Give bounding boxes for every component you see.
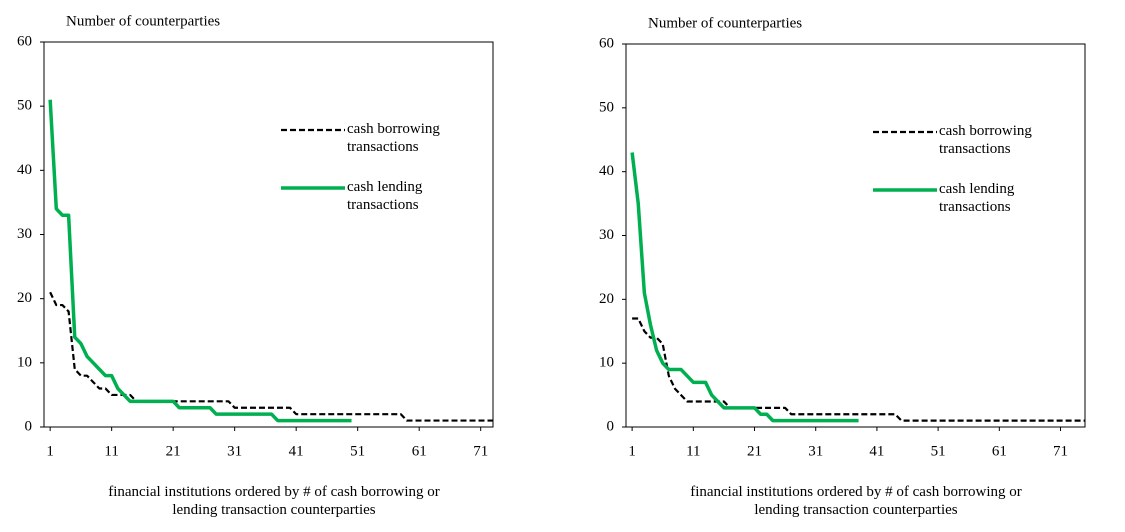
x-tick-label: 21 bbox=[747, 443, 762, 459]
legend-label: cash lending transactions bbox=[939, 181, 1015, 215]
series-line bbox=[630, 152, 859, 423]
y-tick-label: 0 bbox=[607, 418, 615, 434]
x-axis-label: financial institutions ordered by # of c… bbox=[690, 484, 1022, 518]
legend-label-box: cash borrowing transactions bbox=[347, 121, 440, 155]
y-tick-label: 30 bbox=[17, 226, 32, 242]
legend-label: cash borrowing transactions bbox=[347, 121, 440, 155]
x-axis-label-box: financial institutions ordered by # of c… bbox=[108, 484, 440, 518]
y-tick-label: 10 bbox=[17, 354, 32, 370]
chart-title: Number of counterparties bbox=[648, 15, 802, 31]
legend-label: cash lending transactions bbox=[347, 179, 423, 213]
y-tick-label: 20 bbox=[17, 290, 32, 306]
series-line bbox=[632, 317, 1085, 422]
x-tick-label: 51 bbox=[350, 443, 365, 459]
x-tick-label: 41 bbox=[289, 443, 304, 459]
x-tick-label: 71 bbox=[473, 443, 488, 459]
x-tick-label: 21 bbox=[166, 443, 181, 459]
y-tick-label: 40 bbox=[17, 162, 32, 178]
y-tick-label: 40 bbox=[599, 163, 614, 179]
x-tick-label: 31 bbox=[808, 443, 823, 459]
chart-title: Number of counterparties bbox=[66, 13, 220, 29]
x-tick-label: 41 bbox=[869, 443, 884, 459]
series-line bbox=[49, 291, 493, 422]
plot-frame bbox=[625, 43, 1086, 428]
y-tick-label: 50 bbox=[599, 99, 614, 115]
x-tick-label: 1 bbox=[46, 443, 54, 459]
legend-label-box: cash lending transactions bbox=[939, 181, 1015, 215]
x-tick-label: 11 bbox=[686, 443, 700, 459]
y-tick-label: 60 bbox=[17, 33, 32, 49]
plot-frame bbox=[43, 41, 494, 428]
x-tick-label: 51 bbox=[931, 443, 946, 459]
x-axis-label: financial institutions ordered by # of c… bbox=[108, 484, 440, 518]
y-tick-label: 0 bbox=[25, 418, 33, 434]
legend-label-box: cash borrowing transactions bbox=[939, 123, 1032, 157]
series-line bbox=[48, 99, 352, 423]
y-tick-label: 50 bbox=[17, 98, 32, 114]
legend-label-box: cash lending transactions bbox=[347, 179, 423, 213]
x-tick-label: 31 bbox=[227, 443, 242, 459]
y-tick-label: 30 bbox=[599, 227, 614, 243]
x-tick-label: 61 bbox=[412, 443, 427, 459]
x-tick-label: 61 bbox=[992, 443, 1007, 459]
y-tick-label: 60 bbox=[599, 35, 614, 51]
x-tick-label: 71 bbox=[1053, 443, 1068, 459]
x-tick-label: 11 bbox=[104, 443, 118, 459]
y-tick-label: 10 bbox=[599, 355, 614, 371]
x-tick-label: 1 bbox=[628, 443, 636, 459]
y-tick-label: 20 bbox=[599, 291, 614, 307]
legend-label: cash borrowing transactions bbox=[939, 123, 1032, 157]
x-axis-label-box: financial institutions ordered by # of c… bbox=[690, 484, 1022, 518]
